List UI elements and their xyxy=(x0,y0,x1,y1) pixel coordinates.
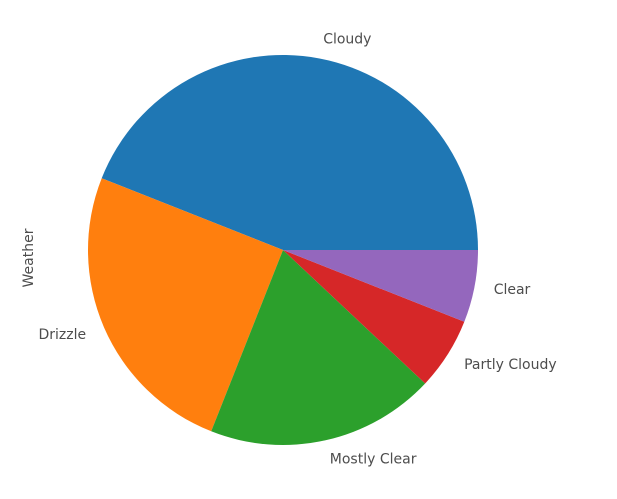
pie-slice-labels: Cloudy Drizzle Mostly Clear Partly Cloudy Cl… xyxy=(39,31,557,467)
pie-label-clear: Clear xyxy=(494,282,531,298)
pie-slice-drizzle xyxy=(87,178,283,432)
pie-slice-cloudy xyxy=(101,55,478,250)
pie-label-partly-cloudy: Partly Cloudy xyxy=(464,357,557,373)
pie-slice-mostly-clear xyxy=(211,250,426,446)
pie-slice-partly-cloudy xyxy=(283,250,465,384)
pie-label-drizzle: Drizzle xyxy=(39,327,87,343)
pie-slices xyxy=(87,55,478,446)
pie-label-mostly-clear: Mostly Clear xyxy=(330,451,417,467)
pie-slice-clear xyxy=(283,250,478,322)
pie-label-cloudy: Cloudy xyxy=(323,31,371,47)
y-axis-label: Weather xyxy=(21,228,37,287)
